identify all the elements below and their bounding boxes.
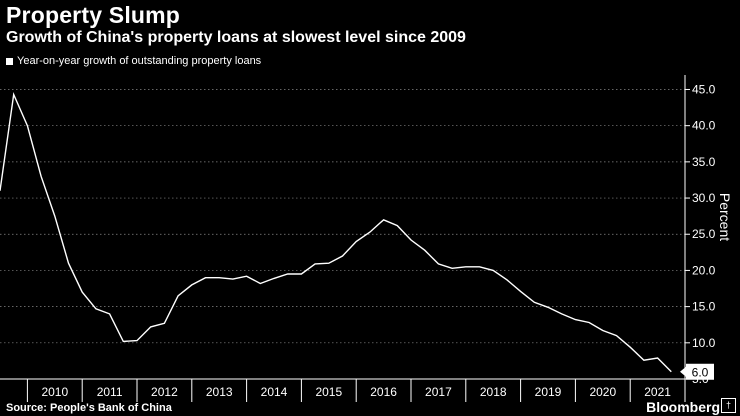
y-tick-label: 30.0 (692, 191, 716, 205)
legend-swatch (6, 57, 13, 65)
last-value-pointer (680, 366, 686, 377)
axes (0, 75, 686, 380)
y-tick-label: 45.0 (692, 82, 716, 96)
chart-title: Property Slump (6, 2, 181, 28)
last-value-label: 6.0 (692, 365, 709, 379)
bloomberg-mark-icon: † (721, 398, 736, 413)
legend: Year-on-year growth of outstanding prope… (6, 55, 261, 67)
y-tick-label: 10.0 (692, 336, 716, 350)
x-tick-label: 2019 (535, 385, 562, 399)
legend-label: Year-on-year growth of outstanding prope… (17, 55, 262, 67)
last-value-label-group: 6.0 (680, 363, 714, 380)
x-tick-label: 2018 (480, 385, 507, 399)
bloomberg-logo: Bloomberg (646, 399, 720, 415)
y-tick-label: 40.0 (692, 119, 716, 133)
x-tick-label: 2013 (206, 385, 233, 399)
x-tick-label: 2011 (97, 385, 123, 399)
x-tick-label: 2014 (261, 385, 288, 399)
x-tick-label: 2017 (425, 385, 452, 399)
y-tick-label: 35.0 (692, 155, 716, 169)
x-tick-label: 2015 (315, 385, 342, 399)
y-tick-labels: 5.010.015.020.025.030.035.040.045.0 (692, 82, 716, 386)
y-tick-label: 25.0 (692, 227, 716, 241)
source-note: Source: People's Bank of China (6, 402, 172, 414)
x-tick-label: 2020 (589, 385, 616, 399)
x-tick-label: 2010 (41, 385, 68, 399)
y-tick-label: 20.0 (692, 263, 716, 277)
x-tick-label: 2021 (644, 385, 671, 399)
last-value-box (686, 363, 714, 380)
y-tick-label: 15.0 (692, 300, 716, 314)
y-axis-label: Percent (717, 193, 733, 241)
x-tick-labels: 2010 2011 2012 2013 2014 2015 2016 2017 2018 2019… (26, 379, 686, 402)
x-tick-label: 2016 (370, 385, 397, 399)
chart-subtitle: Growth of China's property loans at slow… (6, 29, 466, 46)
series-line (0, 91, 672, 373)
x-tick-label: 2012 (151, 385, 178, 399)
grid-lines (0, 88, 690, 380)
